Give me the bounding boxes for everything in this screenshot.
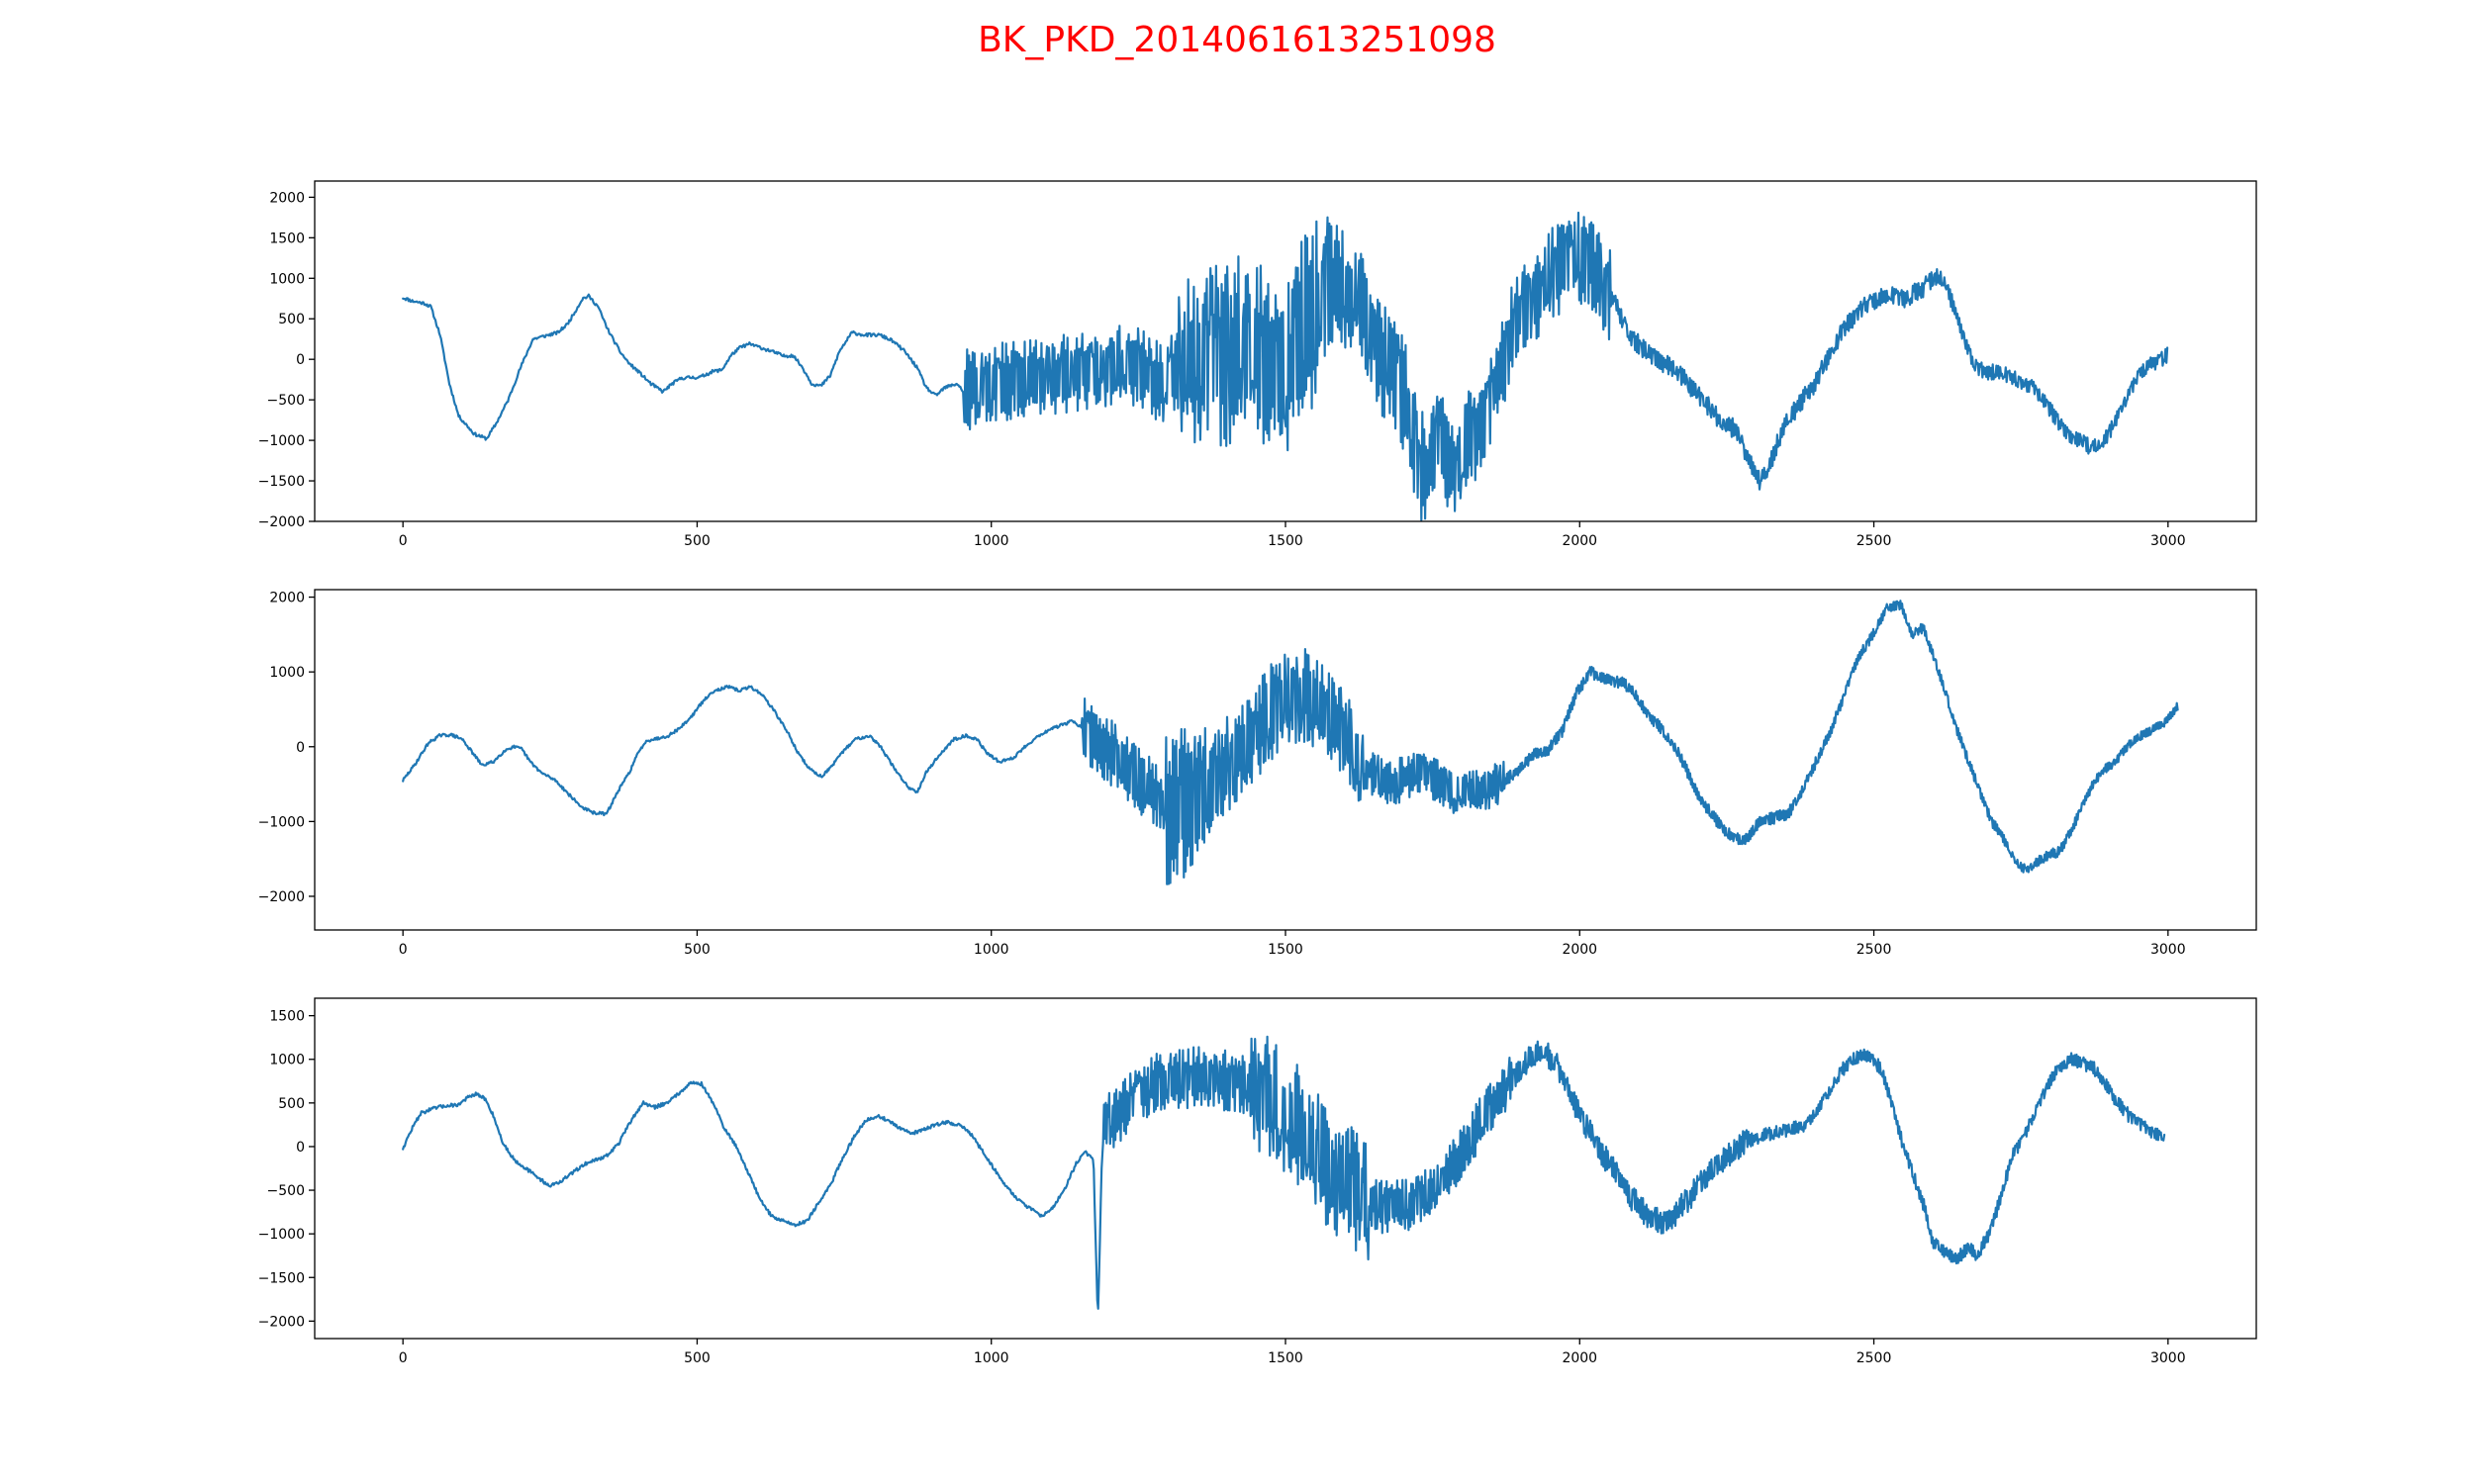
y-tick-label: −1500	[258, 1270, 305, 1286]
y-tick-label: −2000	[258, 1314, 305, 1330]
x-tick-label: 3000	[2150, 1350, 2186, 1366]
y-tick-label: −2000	[258, 514, 305, 530]
chart-panel-3: 0 500 1000 1500 2000 2500 3000 −2000 −1500 −1000 −…	[258, 997, 2257, 1366]
axes-frame	[314, 997, 2257, 1340]
x-tick-label: 2000	[1562, 1350, 1597, 1366]
series-line	[402, 1035, 2166, 1310]
x-tick-label: 2500	[1856, 533, 1892, 549]
y-tick-label: 1500	[269, 1009, 305, 1025]
x-tick-label: 500	[684, 942, 711, 958]
axes-frame	[314, 180, 2257, 522]
y-tick-label: −500	[267, 393, 305, 409]
x-tick-label: 0	[399, 533, 408, 549]
x-tick-label: 1500	[1268, 942, 1303, 958]
y-tick-label: 1000	[269, 665, 305, 681]
y-tick-label: 2000	[269, 591, 305, 606]
series-line	[402, 211, 2169, 521]
y-tick-label: 500	[278, 1096, 305, 1112]
x-tick-label: 2500	[1856, 1350, 1892, 1366]
x-tick-label: 1500	[1268, 533, 1303, 549]
y-tick-label: −500	[267, 1183, 305, 1199]
y-tick-label: 1000	[269, 271, 305, 287]
x-tick-label: 2000	[1562, 533, 1597, 549]
y-tick-label: −1000	[258, 433, 305, 449]
y-tick-label: 2000	[269, 190, 305, 206]
x-tick-label: 1000	[974, 942, 1009, 958]
y-tick-label: 500	[278, 312, 305, 327]
x-tick-label: 0	[399, 1350, 408, 1366]
x-tick-label: 500	[684, 533, 711, 549]
y-tick-label: −1500	[258, 474, 305, 490]
y-tick-label: 0	[296, 352, 305, 368]
x-tick-label: 2000	[1562, 942, 1597, 958]
y-tick-label: 1000	[269, 1053, 305, 1068]
x-tick-label: 1500	[1268, 1350, 1303, 1366]
axes-frame	[314, 589, 2257, 931]
y-tick-label: 0	[296, 1140, 305, 1156]
figure-title: BK_PKD_2014061613251098	[978, 20, 1496, 60]
series-line	[402, 600, 2179, 885]
x-tick-label: 2500	[1856, 942, 1892, 958]
x-tick-label: 3000	[2150, 942, 2186, 958]
chart-panel-2: 0 500 1000 1500 2000 2500 3000 −2000 −1000 0 1000 2…	[258, 589, 2257, 958]
x-tick-label: 0	[399, 942, 408, 958]
y-tick-label: −1000	[258, 1227, 305, 1243]
chart-panel-1: 0 500 1000 1500 2000 2500 3000 −2000 −1500 −1000 −…	[258, 180, 2257, 549]
x-tick-label: 500	[684, 1350, 711, 1366]
x-tick-label: 1000	[974, 533, 1009, 549]
y-tick-label: −2000	[258, 889, 305, 905]
x-tick-label: 1000	[974, 1350, 1009, 1366]
y-tick-label: 0	[296, 740, 305, 756]
y-tick-label: 1500	[269, 231, 305, 246]
y-tick-label: −1000	[258, 814, 305, 830]
x-tick-label: 3000	[2150, 533, 2186, 549]
